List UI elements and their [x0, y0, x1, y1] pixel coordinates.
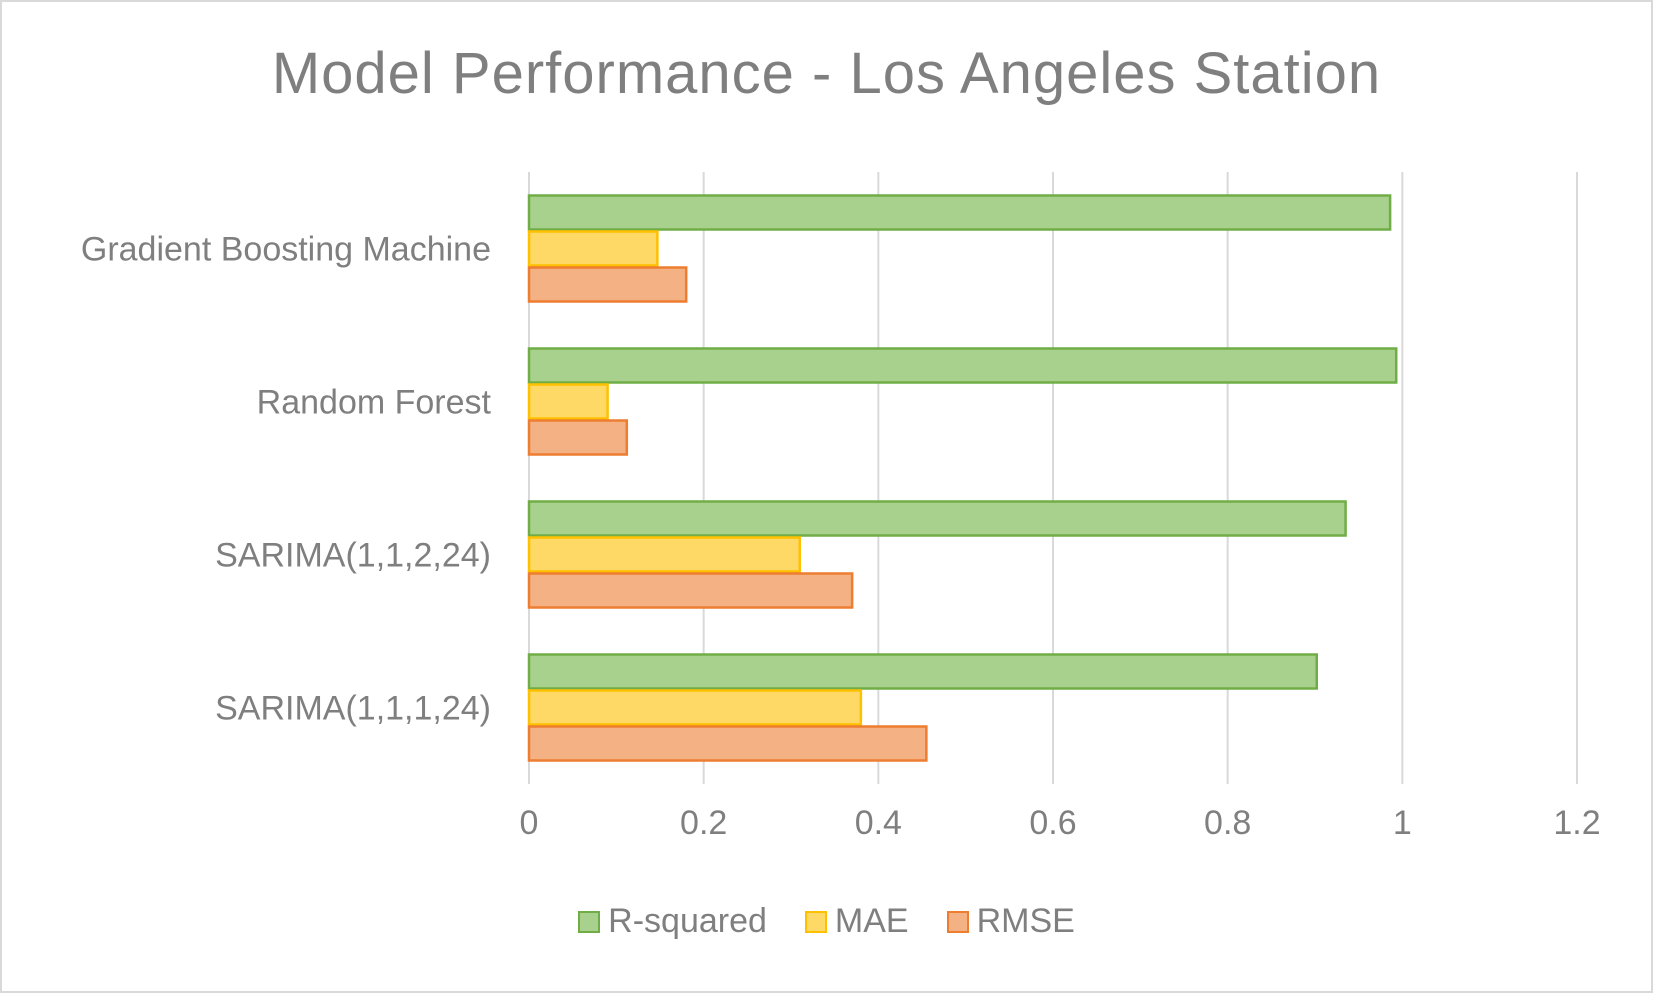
legend-item: R-squared — [578, 902, 767, 941]
category-label: SARIMA(1,1,2,24) — [215, 537, 491, 575]
category-label: Random Forest — [257, 384, 492, 422]
bar-mae — [527, 383, 609, 420]
legend-swatch — [578, 910, 601, 933]
legend-swatch — [804, 910, 827, 933]
x-tick-label: 0.2 — [680, 804, 727, 842]
chart-title: Model Performance - Los Angeles Station — [271, 41, 1382, 106]
x-tick-label: 1.2 — [1553, 804, 1600, 842]
legend-item: MAE — [804, 902, 909, 941]
bar-r-squared — [527, 500, 1347, 537]
category-label: SARIMA(1,1,1,24) — [215, 690, 491, 728]
bar-mae — [527, 536, 801, 573]
bar-rmse — [527, 419, 629, 456]
legend-label: MAE — [834, 902, 909, 940]
legend-swatch — [946, 910, 969, 933]
legend: R-squared MAE RMSE — [2, 902, 1651, 941]
bar-rmse — [527, 266, 688, 303]
bar-mae — [527, 230, 659, 267]
bar-mae — [527, 689, 863, 726]
x-tick-label: 0.8 — [1204, 804, 1251, 842]
bar-r-squared — [527, 653, 1318, 690]
bar-r-squared — [527, 194, 1392, 231]
bar-r-squared — [527, 347, 1398, 384]
x-tick-label: 0.4 — [855, 804, 902, 842]
legend-item: RMSE — [946, 902, 1075, 941]
x-tick-label: 1 — [1393, 804, 1412, 842]
bar-rmse — [527, 725, 928, 762]
x-tick-label: 0 — [520, 804, 539, 842]
legend-label: RMSE — [976, 902, 1075, 940]
bar-rmse — [527, 572, 854, 609]
legend-label: R-squared — [608, 902, 767, 940]
x-tick-label: 0.6 — [1029, 804, 1076, 842]
category-label: Gradient Boosting Machine — [81, 231, 491, 269]
